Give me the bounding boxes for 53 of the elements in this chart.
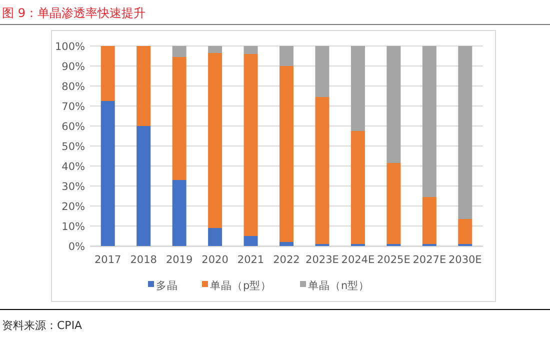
bar (280, 242, 294, 246)
legend-label: 多晶 (156, 280, 178, 292)
y-tick-label: 70% (62, 101, 86, 113)
x-tick-label: 2027E (412, 254, 446, 266)
bar (386, 163, 401, 244)
bar (244, 46, 258, 54)
bar (244, 54, 258, 236)
y-tick-label: 60% (62, 121, 86, 133)
x-tick-label: 2020 (202, 254, 228, 266)
y-tick-label: 30% (62, 181, 86, 193)
bar (100, 101, 115, 246)
bar (244, 236, 258, 246)
x-tick-label: 2018 (130, 254, 157, 266)
bar (458, 219, 472, 244)
legend-label: 单晶（p型） (210, 279, 272, 292)
bar (100, 46, 115, 101)
bar (458, 46, 472, 219)
bar (315, 46, 330, 97)
title: 图 9：单晶渗透率快速提升 (2, 6, 146, 20)
y-tick-label: 20% (62, 201, 86, 213)
x-tick-label: 2019 (166, 254, 193, 266)
y-tick-label: 10% (62, 221, 86, 233)
bar (422, 46, 436, 197)
bar (386, 46, 401, 163)
y-tick-label: 50% (62, 141, 86, 153)
y-tick-label: 0% (68, 241, 86, 253)
bar (280, 66, 294, 242)
bar (208, 46, 222, 53)
y-tick-label: 80% (62, 81, 86, 93)
y-tick-label: 90% (62, 61, 86, 73)
x-tick-label: 2022 (273, 254, 300, 266)
bar (136, 126, 151, 246)
bar (136, 46, 151, 126)
bar (280, 46, 294, 66)
bar (208, 228, 222, 246)
x-tick-label: 2017 (94, 254, 122, 266)
y-tick-label: 40% (62, 161, 86, 173)
bar (172, 46, 186, 57)
x-tick-label: 2030E (448, 254, 482, 266)
bar (315, 97, 330, 244)
x-tick-label: 2024E (341, 254, 375, 266)
y-tick-label: 100% (54, 41, 86, 53)
text: 资料来源：CPIA (2, 319, 83, 332)
bar (172, 57, 186, 180)
x-tick-label: 2025E (377, 254, 410, 266)
x-tick-label: 2021 (237, 254, 264, 266)
bar (172, 180, 186, 246)
x-tick-label: 2023E (306, 254, 339, 266)
bar (208, 53, 222, 228)
bar (350, 46, 365, 131)
bar (422, 197, 436, 244)
bar (350, 131, 365, 244)
legend-label: 单晶（n型） (308, 279, 370, 292)
